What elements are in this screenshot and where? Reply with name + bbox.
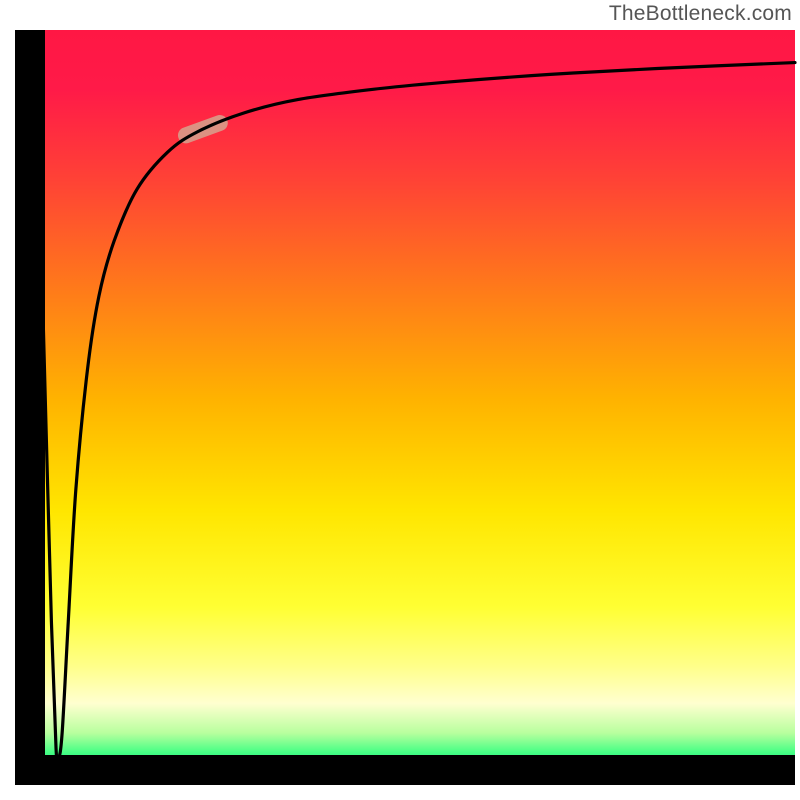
plot-background: [30, 30, 795, 770]
bottleneck-chart: [0, 0, 800, 800]
watermark-text: TheBottleneck.com: [609, 2, 792, 26]
chart-container: TheBottleneck.com: [0, 0, 800, 800]
